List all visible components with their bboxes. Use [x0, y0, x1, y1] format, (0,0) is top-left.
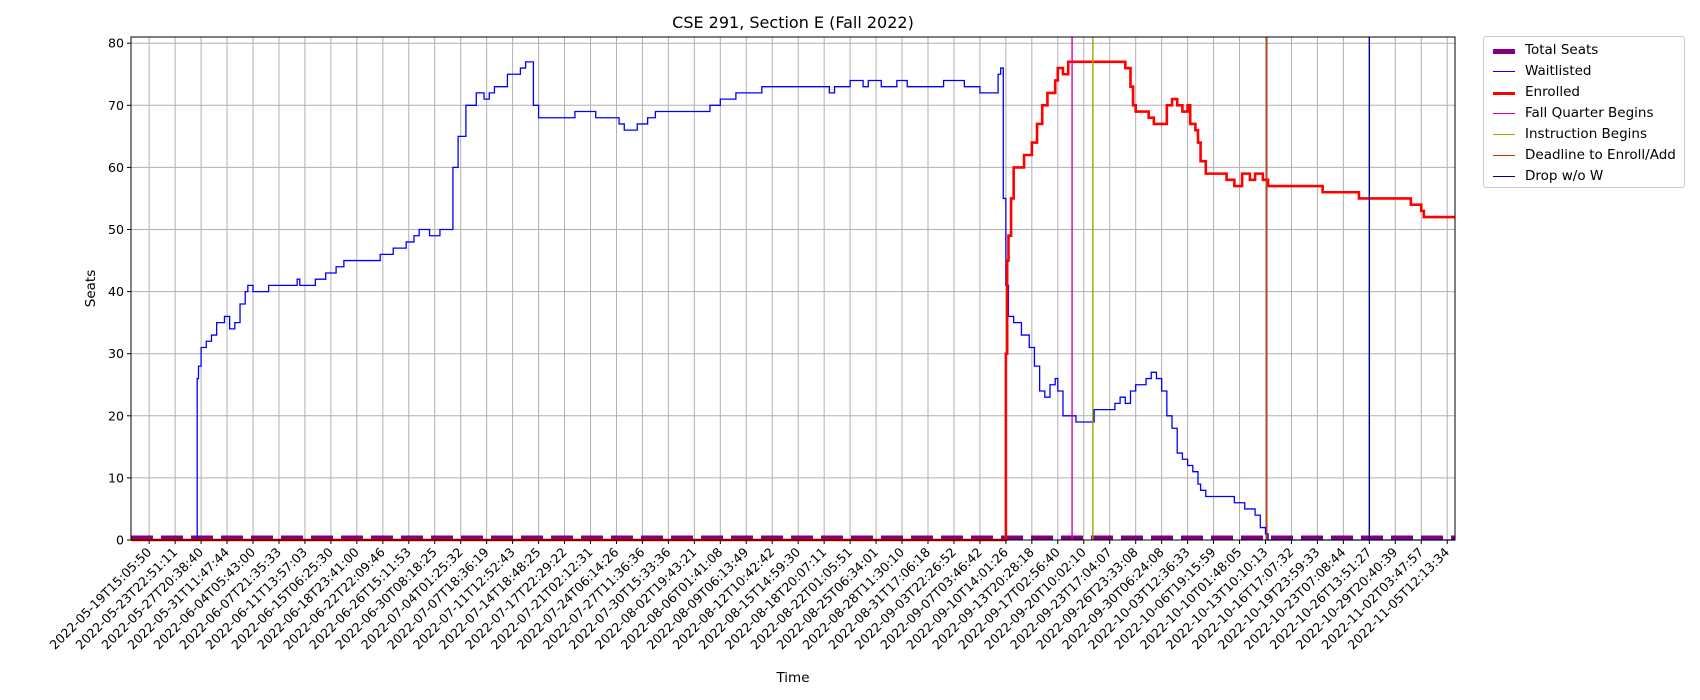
y-tick-label: 30 [108, 346, 124, 361]
legend-swatch [1493, 91, 1515, 95]
event-lines [1071, 37, 1371, 540]
legend-label: Total Seats [1525, 42, 1599, 58]
legend-item: Total Seats [1484, 41, 1684, 62]
legend-item: Drop w/o W [1484, 167, 1684, 188]
legend-label: Deadline to Enroll/Add [1525, 147, 1676, 163]
y-tick-label: 80 [108, 36, 124, 51]
legend-swatch [1493, 176, 1515, 178]
legend-item: Deadline to Enroll/Add [1484, 146, 1684, 167]
legend-label: Drop w/o W [1525, 168, 1604, 184]
legend-swatch [1493, 155, 1515, 157]
legend-item: Enrolled [1484, 83, 1684, 104]
legend-label: Instruction Begins [1525, 126, 1648, 142]
y-tick-label: 50 [108, 222, 124, 237]
chart-title: CSE 291, Section E (Fall 2022) [672, 13, 914, 32]
legend-swatch [1493, 48, 1515, 54]
x-axis-label: Time [775, 670, 809, 686]
series-waitlisted [131, 61, 1455, 541]
legend-swatch [1493, 113, 1515, 115]
legend-item: Instruction Begins [1484, 125, 1684, 146]
legend-label: Waitlisted [1525, 63, 1592, 79]
legend-label: Enrolled [1525, 84, 1580, 100]
y-tick-label: 20 [108, 408, 124, 423]
y-tick-label: 60 [108, 160, 124, 175]
legend-item: Waitlisted [1484, 62, 1684, 83]
legend-label: Fall Quarter Begins [1525, 105, 1654, 121]
axis-ticks: 2022-05-19T15:05:502022-05-23T22:51:1120… [46, 36, 1452, 653]
legend-item: Fall Quarter Begins [1484, 104, 1684, 125]
legend-swatch [1493, 134, 1515, 136]
grid [131, 37, 1455, 541]
legend: Total Seats Waitlisted Enrolled Fall Quarte… [1483, 36, 1685, 188]
plot-frame [130, 36, 1456, 541]
series-layer [131, 60, 1455, 542]
y-tick-label: 10 [108, 470, 124, 485]
y-axis-label: Seats [83, 270, 99, 307]
legend-swatch [1493, 71, 1515, 73]
y-tick-label: 40 [108, 284, 124, 299]
y-tick-label: 0 [116, 533, 124, 548]
y-tick-label: 70 [108, 98, 124, 113]
series-enrolled [131, 60, 1455, 542]
